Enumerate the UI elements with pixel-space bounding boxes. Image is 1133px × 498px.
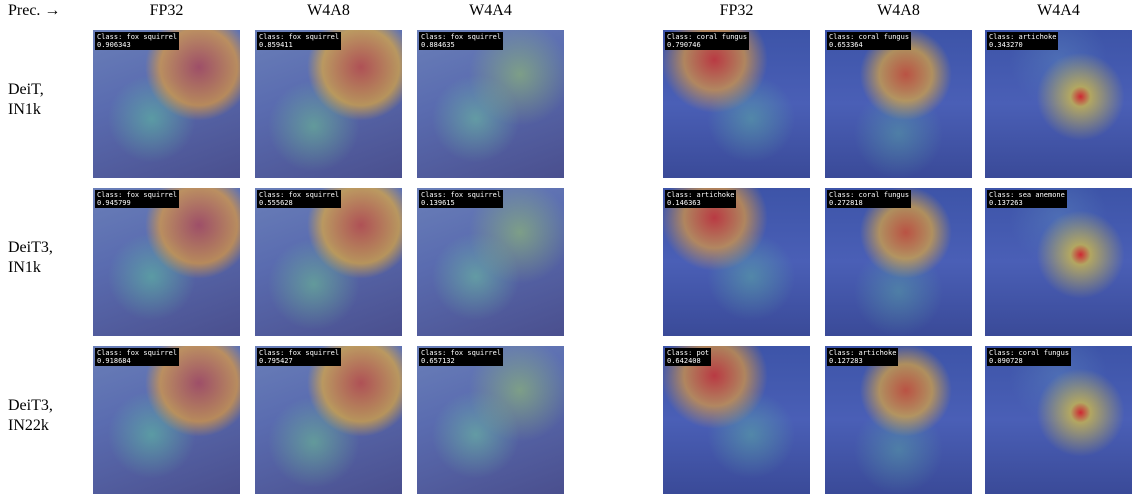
predicted-class: Class: fox squirrel — [97, 33, 177, 41]
predicted-class: Class: artichoke — [829, 349, 896, 357]
row-label: DeiT,IN1k — [8, 80, 88, 120]
predicted-class: Class: coral fungus — [829, 191, 909, 199]
prediction-score: 0.139615 — [421, 199, 501, 207]
predicted-class: Class: fox squirrel — [259, 349, 339, 357]
prediction-score: 0.653364 — [829, 41, 909, 49]
prediction-score: 0.137263 — [989, 199, 1065, 207]
row-label: DeiT3,IN22k — [8, 396, 88, 436]
prediction-score: 0.272818 — [829, 199, 909, 207]
predicted-class: Class: fox squirrel — [259, 191, 339, 199]
row-label-line: DeiT, — [8, 80, 88, 100]
row-label-line: IN1k — [8, 258, 88, 278]
column-header: W4A8 — [255, 2, 402, 20]
predicted-class: Class: coral fungus — [989, 349, 1069, 357]
column-header: FP32 — [93, 2, 240, 20]
predicted-class: Class: fox squirrel — [97, 191, 177, 199]
predicted-class: Class: fox squirrel — [259, 33, 339, 41]
prediction-score: 0.906343 — [97, 41, 177, 49]
prediction-score: 0.790746 — [667, 41, 747, 49]
prediction-score: 0.127283 — [829, 357, 896, 365]
row-label: DeiT3,IN1k — [8, 238, 88, 278]
row-label-line: IN1k — [8, 100, 88, 120]
predicted-class: Class: fox squirrel — [421, 191, 501, 199]
row-label-line: DeiT3, — [8, 396, 88, 416]
prediction-score: 0.555628 — [259, 199, 339, 207]
predicted-class: Class: fox squirrel — [97, 349, 177, 357]
column-header: W4A4 — [417, 2, 564, 20]
column-header: FP32 — [663, 2, 810, 20]
predicted-class: Class: pot — [667, 349, 709, 357]
prediction-score: 0.090728 — [989, 357, 1069, 365]
prediction-score: 0.343270 — [989, 41, 1056, 49]
column-header: W4A4 — [985, 2, 1132, 20]
corner-label: Prec. → — [8, 2, 60, 20]
predicted-class: Class: coral fungus — [829, 33, 909, 41]
predicted-class: Class: sea anemone — [989, 191, 1065, 199]
prediction-score: 0.795427 — [259, 357, 339, 365]
predicted-class: Class: fox squirrel — [421, 349, 501, 357]
prediction-score: 0.146363 — [667, 199, 734, 207]
column-header: W4A8 — [825, 2, 972, 20]
row-label-line: IN22k — [8, 416, 88, 436]
figure: Prec. → FP32W4A8W4A4FP32W4A8W4A4DeiT,IN1… — [0, 0, 1133, 498]
prediction-score: 0.859411 — [259, 41, 339, 49]
prediction-score: 0.918684 — [97, 357, 177, 365]
predicted-class: Class: coral fungus — [667, 33, 747, 41]
prediction-score: 0.657132 — [421, 357, 501, 365]
predicted-class: Class: fox squirrel — [421, 33, 501, 41]
predicted-class: Class: artichoke — [989, 33, 1056, 41]
row-label-line: DeiT3, — [8, 238, 88, 258]
prediction-score: 0.945799 — [97, 199, 177, 207]
prediction-score: 0.642408 — [667, 357, 709, 365]
predicted-class: Class: artichoke — [667, 191, 734, 199]
prediction-score: 0.884635 — [421, 41, 501, 49]
